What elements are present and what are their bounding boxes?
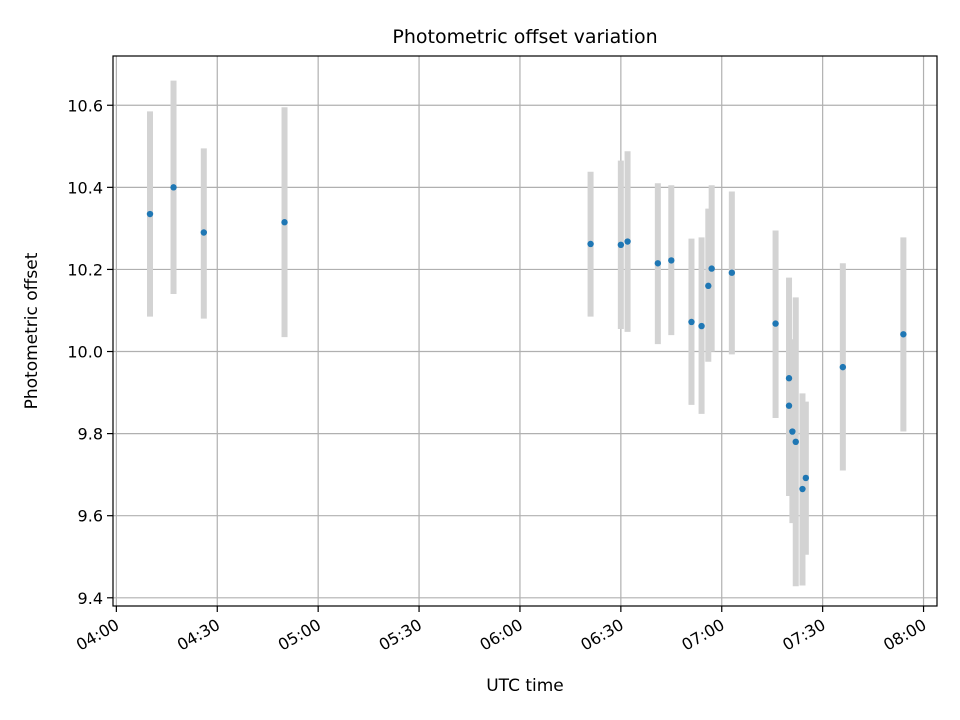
data-point	[900, 331, 907, 338]
data-point	[624, 238, 631, 245]
y-axis-label: Photometric offset	[22, 252, 42, 409]
chart-title: Photometric offset variation	[392, 26, 657, 48]
y-tick-label: 9.6	[78, 507, 103, 526]
y-tick-label: 10.0	[67, 343, 103, 362]
data-point	[698, 322, 705, 330]
data-point	[708, 265, 715, 272]
data-point	[587, 240, 594, 248]
data-point	[668, 257, 675, 264]
y-tick-label: 10.6	[67, 96, 103, 115]
data-point	[728, 269, 736, 276]
data-point	[170, 184, 177, 191]
data-point	[146, 210, 154, 218]
data-point	[200, 229, 208, 236]
data-point	[281, 219, 288, 226]
data-points	[146, 184, 907, 493]
data-point	[789, 428, 796, 435]
data-point	[772, 320, 779, 327]
data-point	[802, 474, 810, 482]
data-point	[785, 375, 793, 382]
plot-frame	[112, 55, 938, 607]
data-point	[705, 282, 712, 290]
grid	[113, 56, 937, 606]
data-point	[792, 438, 799, 446]
data-point	[799, 485, 806, 493]
y-tick-label: 9.4	[78, 589, 103, 608]
data-point	[654, 260, 662, 267]
data-point	[688, 318, 695, 326]
y-tick-label: 9.8	[78, 425, 103, 444]
y-tick-label: 10.2	[67, 260, 103, 279]
data-point	[785, 402, 793, 409]
x-axis-label: UTC time	[486, 676, 564, 696]
y-tick-label: 10.4	[67, 178, 103, 197]
data-point	[839, 363, 847, 371]
y-axis: 9.4 9.6 9.8 10.0 10.2 10.4 10.6	[67, 96, 113, 608]
data-point	[617, 241, 625, 249]
